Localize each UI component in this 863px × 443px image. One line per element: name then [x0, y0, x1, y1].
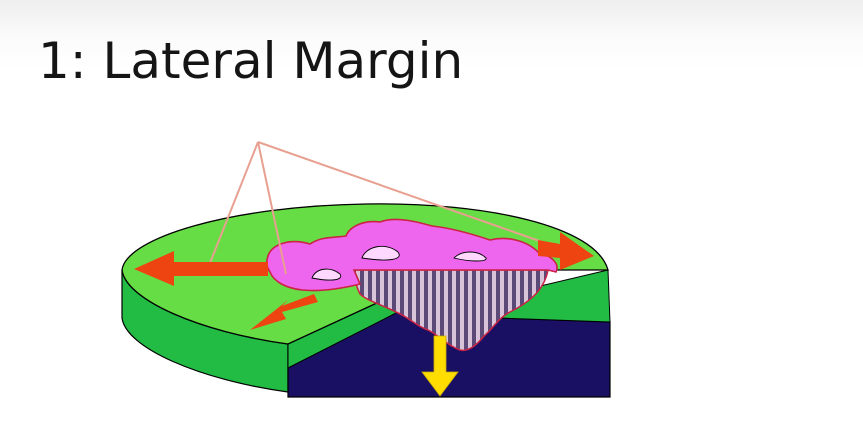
magma-surface — [265, 218, 558, 292]
down-arrow-icon — [421, 335, 459, 397]
arrow-icon — [250, 294, 318, 330]
pointer-lines — [207, 141, 549, 275]
magma-bump-2 — [361, 245, 400, 261]
magma-bump-1 — [311, 268, 342, 281]
magma-bump-3 — [453, 251, 487, 262]
arrow-icon — [538, 232, 594, 270]
arrow-icon — [134, 251, 268, 286]
slide-title: 1: Lateral Margin — [38, 32, 464, 90]
